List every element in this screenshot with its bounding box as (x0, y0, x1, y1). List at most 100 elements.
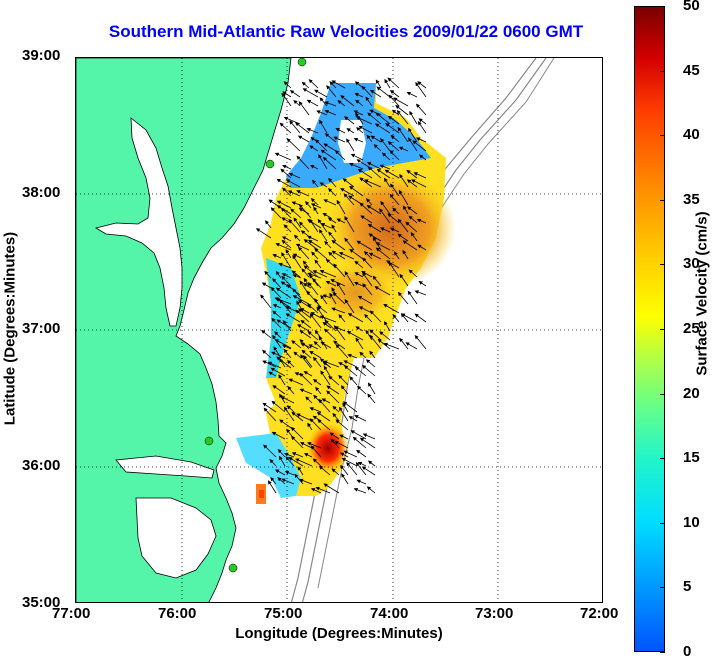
colorbar-tick (660, 199, 665, 201)
velocity-arrow (283, 81, 292, 89)
velocity-arrow (281, 273, 292, 279)
velocity-arrow (268, 371, 277, 377)
velocity-arrow (397, 233, 409, 242)
velocity-arrow (260, 294, 272, 309)
velocity-arrow (291, 201, 301, 206)
velocity-arrow (319, 315, 337, 323)
velocity-arrow (261, 329, 272, 339)
velocity-arrow (292, 253, 302, 259)
velocity-arrow (272, 278, 282, 289)
velocity-arrow (356, 127, 364, 134)
velocity-arrow (364, 179, 382, 188)
velocity-arrow (320, 370, 331, 386)
velocity-arrow (283, 348, 292, 359)
velocity-arrow (373, 144, 382, 152)
velocity-arrow (318, 154, 328, 170)
velocity-arrow (319, 269, 337, 278)
velocity-arrow (278, 262, 292, 269)
velocity-arrow (361, 364, 376, 377)
velocity-arrow (328, 251, 337, 260)
velocity-arrow (307, 219, 322, 229)
velocity-arrow (310, 203, 322, 209)
velocity-arrow (309, 350, 322, 359)
velocity-arrow (365, 96, 373, 107)
velocity-arrow (300, 354, 312, 369)
x-tick-label: 72:00 (580, 605, 619, 622)
velocity-arrow (367, 382, 376, 395)
velocity-arrow (272, 254, 282, 259)
y-tick-label: 35:00 (22, 594, 61, 611)
velocity-arrow (367, 393, 376, 404)
velocity-arrow (413, 172, 427, 179)
velocity-arrow (271, 351, 286, 359)
velocity-arrow (282, 187, 292, 197)
colorbar-tick-label: 50 (683, 0, 700, 14)
velocity-arrow (309, 407, 322, 413)
velocity-arrow (288, 218, 301, 233)
velocity-arrow (399, 273, 409, 287)
velocity-arrow (357, 295, 373, 305)
radar-station-marker (297, 58, 307, 67)
velocity-arrow (297, 135, 310, 143)
velocity-arrow (414, 290, 427, 296)
velocity-arrow (331, 240, 346, 251)
velocity-arrow (363, 251, 373, 260)
velocity-arrow (270, 207, 282, 219)
velocity-arrow (388, 261, 400, 278)
velocity-arrow (278, 374, 286, 386)
velocity-arrow (296, 300, 302, 309)
velocity-arrow (357, 168, 373, 179)
velocity-arrow (275, 270, 282, 279)
velocity-arrow (358, 306, 373, 314)
velocity-arrow (332, 292, 346, 305)
velocity-arrow (389, 90, 400, 98)
velocity-arrow (375, 247, 391, 260)
velocity-arrow (279, 122, 292, 134)
radar-station-marker (265, 159, 275, 169)
velocity-arrow (277, 449, 286, 458)
velocity-arrow (309, 145, 319, 152)
velocity-arrow (376, 168, 391, 179)
velocity-arrow (286, 138, 301, 152)
velocity-arrow (264, 270, 272, 279)
velocity-arrow (400, 312, 409, 323)
velocity-arrow (319, 182, 328, 188)
velocity-arrow (307, 442, 322, 449)
colorbar-title: Surface Velocity (cm/s) (693, 211, 711, 376)
velocity-arrow (275, 298, 292, 309)
velocity-arrow (416, 218, 427, 224)
velocity-arrow (267, 480, 277, 494)
velocity-arrow (365, 359, 376, 368)
velocity-arrow (329, 432, 340, 440)
velocity-arrow (281, 92, 292, 107)
velocity-arrow (293, 351, 302, 359)
velocity-arrow (417, 244, 427, 251)
velocity-arrow (389, 227, 400, 233)
velocity-arrow (302, 88, 319, 98)
chesapeake-bay (94, 117, 183, 327)
velocity-arrow (338, 406, 349, 422)
colorbar-tick (660, 329, 665, 330)
velocity-arrow (272, 304, 282, 309)
velocity-arrow (274, 331, 282, 339)
velocity-arrow (307, 330, 319, 341)
velocity-arrow (367, 223, 382, 233)
velocity-arrow (300, 343, 312, 349)
velocity-arrow (384, 169, 400, 179)
velocity-arrow (323, 143, 337, 152)
velocity-arrow (296, 190, 310, 197)
velocity-arrow (336, 218, 346, 224)
velocity-arrow (299, 330, 312, 339)
velocity-arrow (347, 313, 364, 323)
velocity-arrow (285, 313, 301, 323)
velocity-arrow (319, 119, 328, 134)
velocity-arrow (369, 350, 376, 359)
velocity-arrow (289, 90, 301, 98)
velocity-arrow (366, 134, 373, 143)
velocity-arrow (268, 199, 282, 209)
velocity-arrow (274, 152, 292, 161)
velocity-arrow (314, 259, 322, 269)
velocity-arrow (342, 178, 355, 188)
velocity-arrow (288, 172, 301, 179)
velocity-arrow (406, 169, 418, 179)
